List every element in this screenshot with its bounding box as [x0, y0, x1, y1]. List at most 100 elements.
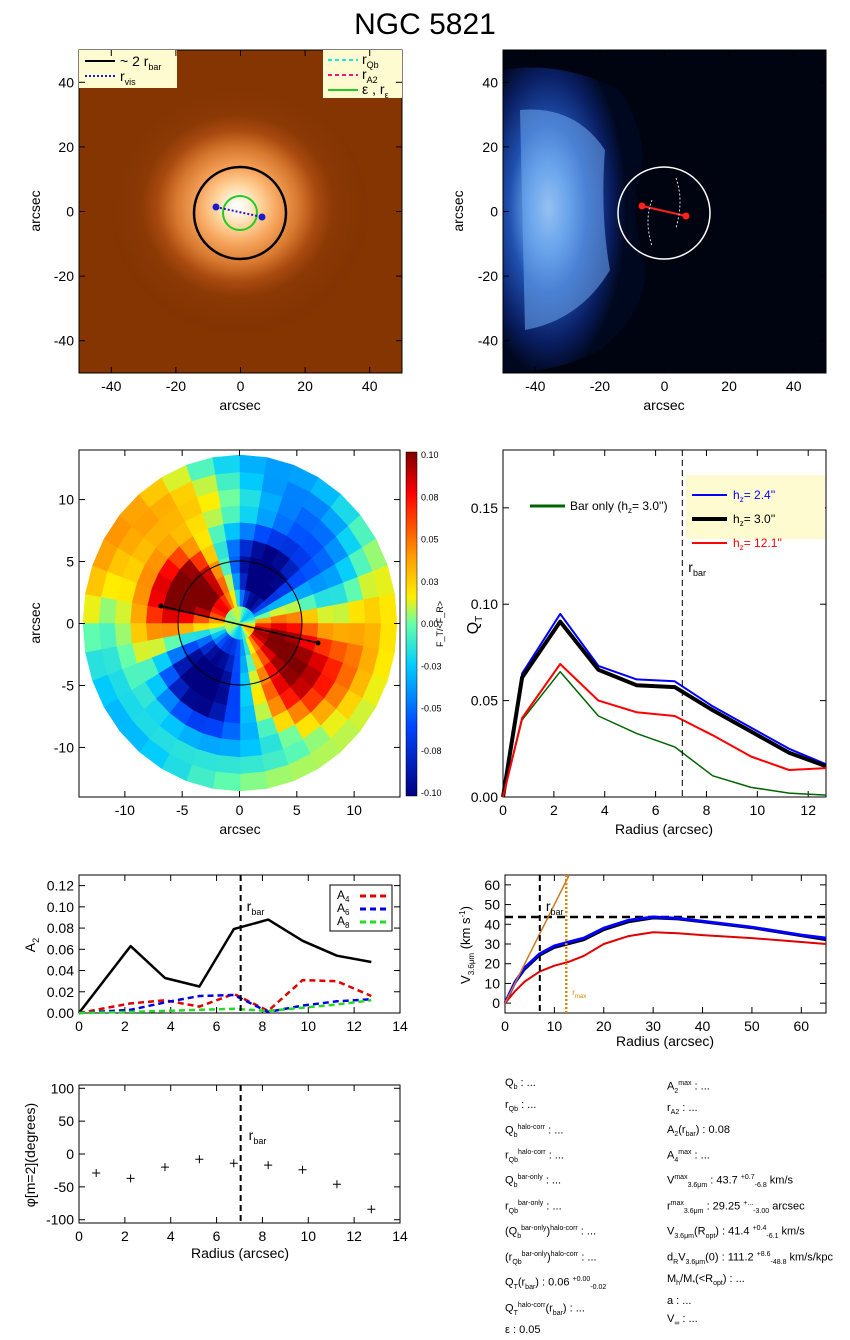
force-map-cell — [217, 488, 241, 508]
y-tick-label: 10 — [484, 975, 500, 991]
y-tick-label: 50 — [484, 897, 500, 913]
colorbar-tick-label: -0.03 — [421, 661, 442, 671]
info-drv: dRV3.6μm(0) : 111.2 +8.6-48.8 km/s/kpc — [667, 1250, 833, 1266]
info-qb-halo: Qbhalo-corr : ... — [505, 1123, 564, 1139]
y-tick-label: 0.12 — [47, 878, 74, 894]
x-tick-label: 0 — [499, 802, 507, 818]
y-tick-label: 0.06 — [47, 941, 74, 957]
y-tick-label: 20 — [58, 139, 74, 155]
colorbar-tick-label: -0.05 — [421, 704, 442, 714]
qt-legend-box — [686, 475, 825, 539]
x-axis-label: Radius (arcsec) — [616, 1033, 714, 1049]
info-right-column: A2max : ... rA2 : ... A2(rbar) : 0.08 A4… — [667, 1075, 833, 1332]
force-map-cell — [145, 622, 163, 641]
bar-end-point — [638, 202, 646, 210]
info-ra2: rA2 : ... — [667, 1102, 698, 1117]
force-map-cell — [217, 738, 241, 758]
colorbar — [405, 451, 418, 797]
residual-image-panel: -40 -20 0 20 40 -40 -20 0 20 40 arcsec arcsec — [450, 49, 827, 413]
info-mhm: Mh/M*(<Ropt) : ... — [667, 1273, 745, 1288]
y-tick-label: 0 — [492, 995, 500, 1011]
y-tick-label: -20 — [478, 268, 498, 284]
x-tick-label: 40 — [362, 378, 378, 394]
y-tick-label: 40 — [482, 74, 498, 90]
y-tick-label: 5 — [66, 554, 74, 570]
series-line — [502, 663, 827, 798]
force-map-cell — [239, 688, 254, 708]
info-rqb-bar-halo: (rQbbar-only)halo-corr : ... — [505, 1250, 597, 1266]
y-tick-label: 20 — [482, 139, 498, 155]
y-tick-label: 0.08 — [47, 920, 74, 936]
x-tick-label: 6 — [213, 1018, 221, 1034]
info-qt-halo-rbar: QThalo-corr(rbar) : ... — [505, 1301, 585, 1317]
colorbar-ticks: 0.10 0.08 0.05 0.03 0.00 -0.03 -0.05 -0.08 -0.10 — [421, 450, 442, 798]
x-tick-label: 2 — [121, 1018, 129, 1034]
x-tick-label: 4 — [167, 1018, 175, 1034]
a2-plot: 0 2 4 6 8 10 12 140.000.020.040.060.080.100.12r… — [47, 875, 408, 1034]
y-axis-label: QT — [465, 616, 485, 635]
galaxy-light-distribution — [112, 89, 368, 333]
force-map-panel: -10 -5 0 5 10 -10 -5 0 5 10 arcsec arcsec 0.10 0.0… — [27, 449, 445, 837]
r-vis-point — [258, 213, 266, 221]
y-tick-label: 20 — [484, 956, 500, 972]
y-axis-label: V3.6μm (km s-1) — [458, 906, 476, 984]
phase-point — [264, 1161, 273, 1170]
bar-end-point — [682, 212, 690, 220]
force-map-cell — [347, 622, 366, 647]
phase-frame — [78, 1084, 401, 1224]
rotation-curve-frame — [504, 874, 827, 1014]
x-tick-label: 10 — [300, 1018, 316, 1034]
legend-label: Bar only (hz= 3.0'') — [570, 499, 668, 515]
y-tick-label: -5 — [62, 677, 75, 693]
legend-left-box — [79, 50, 177, 88]
x-tick-label: 0 — [75, 1228, 83, 1244]
y-tick-label: 50 — [58, 1113, 74, 1129]
y-tick-label: 0.10 — [471, 596, 498, 612]
info-rqb-bar: rQbbar-only : ... — [505, 1199, 562, 1215]
y-tick-label: 0 — [66, 1146, 74, 1162]
x-tick-label: 0 — [237, 378, 245, 394]
info-a4max: A4max : ... — [667, 1149, 710, 1164]
x-tick-label: 40 — [695, 1018, 711, 1034]
force-map-cell — [215, 755, 241, 775]
x-tick-label: 10 — [547, 1018, 563, 1034]
info-rmax: rmax3.6μm : 29.25 +...-3.00 arcsec — [667, 1199, 805, 1215]
series-line — [502, 612, 827, 798]
x-tick-label: 20 — [721, 378, 737, 394]
series-line — [78, 978, 372, 1015]
y-axis-label: arcsec — [27, 190, 43, 231]
info-rqb: rQb : ... — [505, 1098, 537, 1113]
series-line — [78, 918, 372, 1014]
force-map-cell — [239, 471, 265, 491]
force-map-cell — [98, 622, 117, 650]
two-rbar-circle — [617, 166, 711, 260]
force-map-cell — [129, 602, 148, 624]
force-map-cell — [239, 705, 257, 725]
x-tick-label: 0 — [661, 378, 669, 394]
force-map-cell — [332, 602, 351, 624]
force-map — [82, 454, 398, 792]
force-map-cell — [114, 622, 133, 647]
ellipticity-circle — [222, 195, 258, 231]
force-map-cell — [223, 521, 241, 541]
bar-axis-line — [160, 605, 319, 644]
x-axis-label: arcsec — [219, 821, 260, 837]
x-tick-label: 20 — [297, 378, 313, 394]
force-map-cell — [363, 596, 382, 624]
y-tick-label: 10 — [58, 492, 74, 508]
x-tick-label: 10 — [750, 802, 766, 818]
force-map-cell — [378, 622, 398, 653]
force-map-axes: -10 -5 0 5 10 -10 -5 0 5 10 — [54, 450, 400, 818]
info-a2-rbar: A2(rbar) : 0.08 — [667, 1124, 730, 1139]
phase-point — [298, 1165, 307, 1174]
colorbar-tick-label: 0.10 — [421, 450, 439, 460]
x-tick-label: -20 — [166, 378, 186, 394]
colorbar-label: F_T/<F_R> — [435, 601, 445, 647]
y-tick-label: -100 — [46, 1212, 74, 1228]
x-axis-label: Radius (arcsec) — [191, 1245, 289, 1261]
legend-label: A4 — [337, 888, 350, 904]
info-rqb-halo: rQbhalo-corr : ... — [505, 1149, 564, 1164]
info-a: a : ... — [667, 1294, 692, 1307]
series-line — [504, 931, 827, 1004]
